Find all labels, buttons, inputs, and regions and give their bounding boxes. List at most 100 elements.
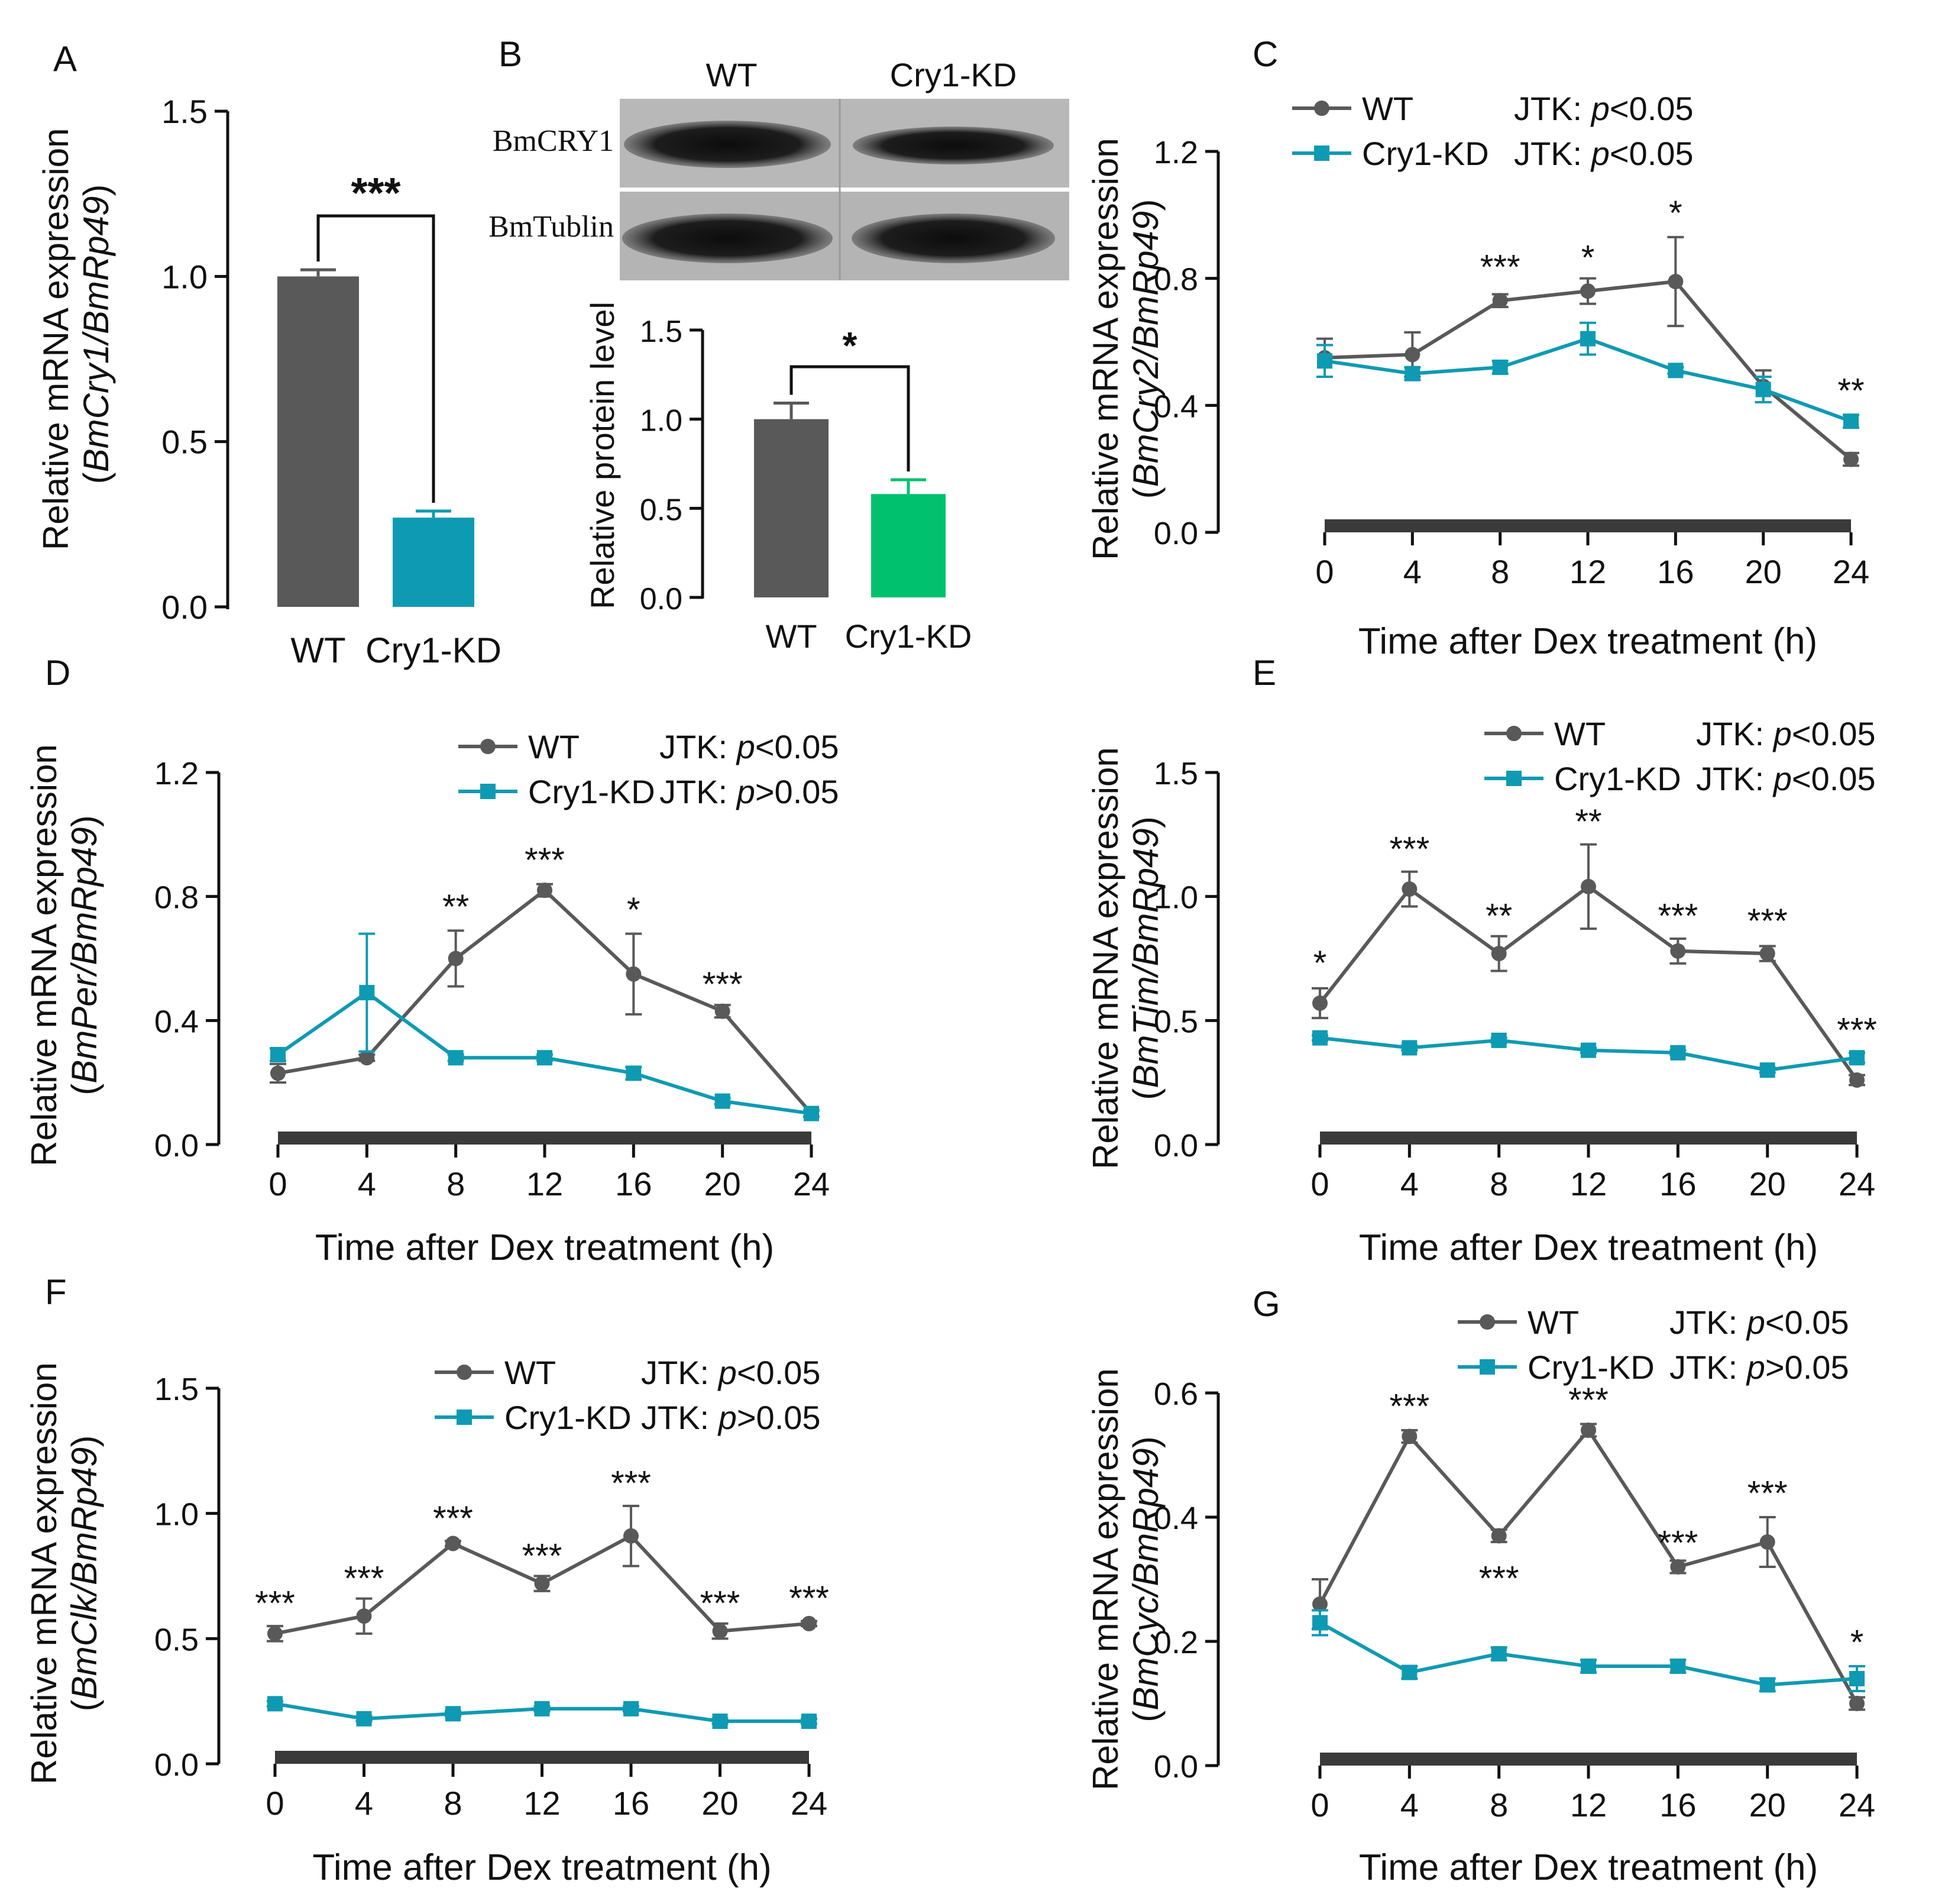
panel-f-wt-point	[623, 1528, 639, 1544]
panel-d-wt-point	[537, 883, 552, 898]
panel-e-legend-kd-jtk-label: JTK:	[1696, 760, 1774, 797]
panel-e-letter: E	[1253, 653, 1276, 693]
panel-e-legend-kd-jtk: JTK: p<0.05	[1696, 760, 1876, 797]
panel-d-ylabel-main: Relative mRNA expression	[24, 744, 64, 1166]
panel-c-legend-wt-jtk-p: p	[1590, 90, 1610, 127]
panel-c-ytick-label: 1.2	[1154, 135, 1198, 170]
panel-c-legend-wt-name: WT	[1362, 90, 1413, 127]
panel-e-kd-point	[1759, 1062, 1775, 1078]
panel-g-xtick-label: 24	[1839, 1786, 1875, 1824]
panel-c-wt-point	[1668, 274, 1684, 290]
panel-c-letter: C	[1253, 34, 1278, 74]
panel-d-star: ***	[703, 965, 743, 1004]
panel-c-legend-wt-marker	[1314, 101, 1329, 116]
panel-e-kd-point	[1491, 1032, 1507, 1048]
panel-d-kd-point	[626, 1065, 642, 1081]
panel-c-wt-line	[1324, 279, 1852, 461]
panel-e-ylabel-paren-open: (	[1126, 1088, 1166, 1100]
panel-a: A Relative mRNA expression (BmCry1/BmRp4…	[36, 39, 501, 670]
panel-c-ytick-label: 0.8	[1154, 262, 1198, 298]
band-cry1-kd	[853, 127, 1054, 164]
panel-e-star: **	[1486, 897, 1512, 936]
band-cry1-wt	[624, 121, 831, 168]
panel-f-star: ***	[611, 1465, 651, 1503]
panel-f-xtick-label: 24	[791, 1785, 827, 1822]
panel-e-xtick-label: 16	[1659, 1165, 1696, 1202]
band-tublin-wt	[622, 214, 833, 263]
panel-c-xtick-label: 12	[1570, 553, 1606, 590]
panel-c-ylabel-paren-close: )	[1126, 199, 1166, 211]
panel-e-legend-wt-marker	[1506, 726, 1522, 741]
panel-f-ytick-label: 1.5	[154, 1372, 199, 1407]
panel-a-yticks: 0.0 0.5 1.0 1.5	[161, 93, 228, 626]
panel-g-ytick-label: 0.2	[1154, 1625, 1198, 1660]
panel-a-letter: A	[53, 39, 77, 79]
panel-d-star: ***	[525, 841, 565, 880]
panel-d-legend-kd-jtk-p: p	[736, 773, 755, 810]
panel-g-ylabel-paren-open: (	[1126, 1711, 1166, 1722]
panel-e-wt-point	[1491, 946, 1507, 962]
panel-f-xtick-label: 8	[444, 1785, 462, 1822]
panel-g-kd-point	[1759, 1677, 1775, 1693]
panel-c-ylabel: Relative mRNA expression(BmCry2/BmRp49)	[1086, 138, 1166, 560]
panel-g-legend-wt-jtk-label: JTK:	[1669, 1304, 1747, 1341]
blot-col-wt: WT	[706, 56, 757, 93]
panel-a-bracket	[316, 214, 435, 503]
panel-c-legend-wt-jtk-label: JTK:	[1514, 90, 1591, 127]
panel-d-legend-kd-jtk-value: >0.05	[755, 773, 839, 810]
panel-d-ytick-label: 0.8	[154, 880, 199, 916]
panel-d-ylabel-gene: BmPer/BmRp49	[64, 827, 104, 1083]
panel-g-legend-kd-jtk: JTK: p>0.05	[1669, 1349, 1849, 1386]
panel-e-wt-point	[1312, 995, 1328, 1011]
panel-a-ytick-label: 0.5	[161, 424, 208, 461]
panel-d-xtick-label: 0	[268, 1165, 287, 1202]
panel-a-xlabel-wt: WT	[290, 631, 345, 670]
panel-f-legend-wt-jtk-value: <0.05	[737, 1354, 821, 1391]
panel-f-ylabel-paren-open: (	[64, 1699, 104, 1711]
panel-d-xtick-label: 16	[615, 1165, 652, 1202]
panel-b-xlabels: WT Cry1-KD	[765, 618, 972, 655]
panel-g-star: ***	[1479, 1560, 1519, 1598]
panel-d-xlabel: Time after Dex treatment (h)	[315, 1227, 774, 1268]
panel-e-ylabel-gene: BmTim/BmRp49	[1126, 828, 1166, 1088]
panel-e-kd-point	[1581, 1042, 1596, 1058]
panel-g-star: *	[1850, 1624, 1864, 1662]
panel-e-legend-kd-jtk-p: p	[1772, 760, 1792, 797]
panel-d-ytick-label: 1.2	[154, 756, 199, 791]
panel-b-yticks: 0.0 0.5 1.0 1.5	[640, 315, 703, 616]
panel-e-xlabel: Time after Dex treatment (h)	[1359, 1227, 1818, 1268]
panel-c: C Relative mRNA expression(BmCry2/BmRp49)…	[1086, 34, 1869, 662]
panel-c-ylabel-paren-open: (	[1126, 487, 1166, 499]
panel-b-significance-bracket: *	[789, 324, 910, 472]
panel-d-legend-wt-jtk-label: JTK:	[659, 728, 737, 765]
panel-c-xtick-label: 20	[1745, 553, 1782, 590]
panel-g-legend-wt-jtk: JTK: p<0.05	[1669, 1304, 1849, 1341]
panel-f-legend-kd-jtk: JTK: p>0.05	[641, 1399, 821, 1436]
panel-e-kd-point	[1312, 1030, 1328, 1046]
panel-b-ytick-label: 1.5	[640, 315, 682, 349]
panel-c-kd-point	[1317, 353, 1332, 369]
panel-c-legend-kd-marker	[1314, 146, 1329, 161]
panel-g-kd-point	[1402, 1664, 1418, 1680]
panel-g-kd-point	[1849, 1671, 1865, 1686]
panel-b-bar-wt	[754, 419, 829, 597]
panel-e-star: *	[1313, 944, 1327, 982]
panel-e-legend-wt-jtk-p: p	[1772, 715, 1792, 752]
panel-e-wt-point	[1849, 1072, 1865, 1088]
panel-c-kd-point	[1668, 363, 1684, 379]
panel-g-legend-kd-name: Cry1-KD	[1528, 1349, 1655, 1386]
panel-f-xlabel: Time after Dex treatment (h)	[312, 1847, 771, 1888]
panel-f-kd-point	[712, 1714, 728, 1730]
panel-b-bracket	[789, 365, 910, 472]
panel-f-letter: F	[45, 1272, 67, 1312]
panel-f-wt-point	[801, 1615, 817, 1631]
panel-e-star: ***	[1658, 897, 1698, 936]
panel-d-ylabel: Relative mRNA expression(BmPer/BmRp49)	[24, 744, 104, 1166]
panel-e-ylabel-paren-close: )	[1126, 816, 1166, 828]
panel-f-star: ***	[255, 1585, 295, 1623]
panel-c-star: **	[1837, 372, 1864, 410]
panel-b-xlabel-wt: WT	[765, 618, 817, 655]
